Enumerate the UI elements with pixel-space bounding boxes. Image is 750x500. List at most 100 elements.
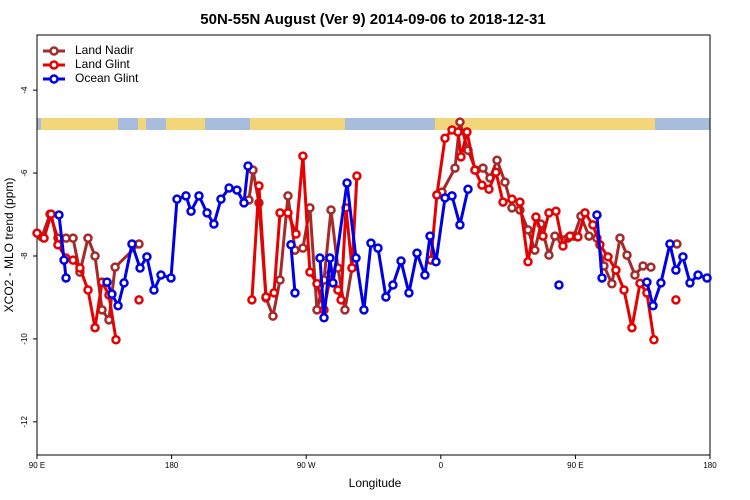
point (491, 167, 501, 177)
point (268, 311, 278, 321)
point (648, 300, 658, 311)
ocean-patch (146, 118, 166, 130)
point (447, 191, 457, 201)
point (603, 252, 613, 262)
point (551, 206, 561, 216)
ocean-patch (655, 118, 710, 130)
point (166, 273, 176, 283)
legend-marker (49, 60, 59, 70)
point (127, 239, 137, 249)
point (420, 270, 430, 280)
point (649, 334, 659, 345)
point (597, 273, 607, 283)
point (531, 212, 541, 222)
legend-label: Ocean Glint (75, 71, 139, 85)
point (283, 191, 293, 201)
point (342, 178, 352, 188)
point (90, 251, 100, 261)
ocean-patch (37, 118, 41, 130)
point (431, 257, 441, 267)
point (507, 194, 517, 204)
point (216, 194, 226, 204)
y-tick-label: -12 (20, 415, 29, 427)
point (580, 208, 590, 218)
point (515, 197, 525, 207)
x-tick-label: 180 (165, 461, 179, 470)
point (565, 231, 575, 241)
point (181, 191, 191, 201)
x-tick-label: 180 (703, 461, 717, 470)
point (102, 277, 112, 287)
y-tick-label: -10 (20, 333, 29, 345)
point (671, 265, 681, 275)
point (111, 334, 121, 345)
point (523, 225, 533, 235)
point (319, 313, 329, 323)
point (275, 275, 285, 285)
point (305, 203, 315, 213)
point (347, 263, 357, 273)
point (269, 288, 279, 298)
point (209, 219, 219, 229)
y-tick-label: -8 (20, 252, 29, 260)
point (523, 257, 533, 267)
point (388, 280, 398, 290)
point (619, 285, 629, 295)
point (615, 233, 625, 243)
point (627, 322, 637, 333)
legend-marker (49, 46, 59, 56)
point (142, 252, 152, 262)
x-tick-label: 0 (439, 461, 444, 470)
point (172, 194, 182, 204)
point (500, 177, 510, 187)
point (326, 205, 336, 215)
point (107, 289, 117, 299)
point (247, 295, 257, 305)
point (59, 255, 69, 265)
point (110, 262, 120, 272)
point (39, 233, 49, 243)
point (544, 250, 554, 260)
point (90, 322, 100, 333)
point (32, 228, 42, 238)
point (478, 163, 488, 173)
point (678, 252, 688, 262)
point (485, 173, 495, 183)
point (702, 273, 712, 283)
ocean-patch (118, 118, 138, 130)
point (83, 285, 93, 295)
point (291, 229, 301, 239)
point (315, 253, 325, 263)
point (456, 152, 466, 162)
point (113, 300, 123, 311)
point (290, 288, 300, 298)
point (325, 253, 335, 263)
point (351, 253, 361, 263)
point (425, 231, 435, 241)
point (498, 197, 508, 207)
point (61, 273, 71, 283)
point (573, 232, 583, 242)
point (134, 295, 144, 305)
point (46, 209, 56, 219)
point (305, 267, 315, 277)
point (156, 270, 166, 280)
point (484, 184, 494, 194)
point (611, 265, 621, 275)
point (261, 292, 271, 302)
y-tick-label: -6 (20, 169, 29, 177)
x-tick-label: 90 E (29, 461, 45, 470)
point (53, 240, 63, 250)
point (232, 185, 242, 195)
y-tick-label: -4 (20, 86, 29, 94)
point (75, 263, 85, 273)
point (68, 255, 78, 265)
point (224, 183, 234, 193)
point (584, 231, 594, 241)
point (477, 180, 487, 190)
point (558, 241, 568, 251)
point (202, 208, 212, 218)
point (239, 198, 249, 208)
point (607, 279, 617, 289)
